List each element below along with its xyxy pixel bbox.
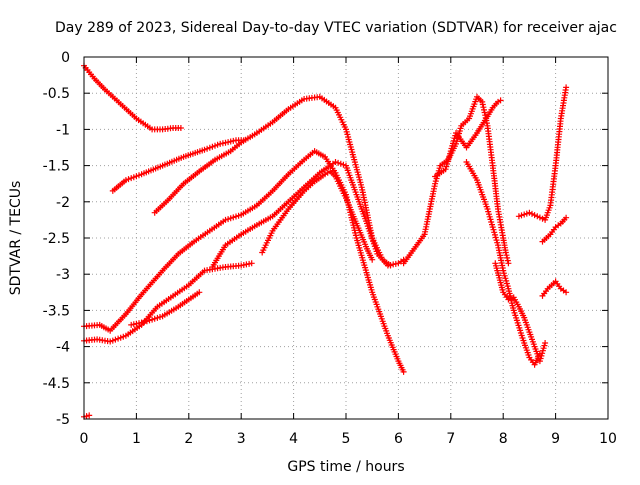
series-trace [83, 150, 405, 373]
x-axis-label: GPS time / hours [287, 459, 404, 475]
x-tick-label: 4 [289, 431, 298, 447]
series-arc-11 [463, 159, 543, 368]
series-markers [109, 137, 247, 194]
series-markers [128, 289, 203, 328]
y-axis-label: SDTVAR / TECUs [8, 181, 24, 296]
y-tick-label: -0.5 [43, 86, 70, 102]
x-tick-label: 9 [551, 431, 560, 447]
grid-lines [84, 57, 608, 419]
series-markers [539, 214, 570, 245]
x-tick-label: 6 [394, 431, 403, 447]
axis-ticks: 0 1 2 3 4 5 6 7 8 9 10 0 -0.5 -1 -1.5 -2 -2.5 -3 -3.5 -4 -4.… [43, 50, 617, 447]
series-arc-5 [81, 260, 255, 345]
y-tick-label: -4 [56, 340, 70, 356]
data-series [81, 62, 570, 420]
series-arc-10 [432, 97, 504, 180]
series-arc-13 [515, 84, 570, 223]
series-markers [81, 260, 255, 345]
y-tick-label: -1.5 [43, 159, 70, 175]
series-markers [151, 93, 394, 269]
chart-title: Day 289 of 2023, Sidereal Day-to-day VTE… [55, 20, 617, 36]
x-tick-label: 7 [446, 431, 455, 447]
x-tick-label: 5 [342, 431, 351, 447]
series-markers [432, 97, 504, 180]
y-tick-label: -3.5 [43, 303, 70, 319]
y-tick-label: -2 [56, 195, 70, 211]
series-markers [81, 62, 184, 133]
x-tick-label: 10 [599, 431, 617, 447]
series-arc-7 [209, 159, 407, 270]
series-markers [259, 168, 376, 263]
series-arc-2 [109, 137, 247, 194]
series-arc-4 [81, 148, 407, 375]
series-arc-3 [151, 93, 394, 269]
series-markers [209, 159, 407, 270]
x-tick-label: 3 [237, 431, 246, 447]
series-arc-1 [81, 62, 184, 133]
y-tick-label: -4.5 [43, 376, 70, 392]
series-markers [539, 278, 570, 299]
y-tick-label: 0 [61, 50, 70, 66]
series-markers [492, 260, 549, 365]
series-arc-6 [128, 289, 203, 328]
x-tick-label: 1 [132, 431, 141, 447]
x-tick-label: 0 [80, 431, 89, 447]
series-trace [518, 87, 567, 221]
series-arc-12 [492, 260, 549, 365]
series-arc-8 [259, 168, 376, 263]
y-tick-label: -5 [56, 412, 70, 428]
series-markers [463, 159, 543, 368]
x-tick-label: 8 [499, 431, 508, 447]
series-markers [515, 84, 570, 223]
y-tick-label: -2.5 [43, 231, 70, 247]
y-tick-label: -1 [56, 122, 70, 138]
series-trace [83, 65, 181, 131]
x-tick-label: 2 [184, 431, 193, 447]
y-tick-label: -3 [56, 267, 70, 283]
series-arc-14 [539, 214, 570, 245]
series-arc-15 [539, 278, 570, 299]
